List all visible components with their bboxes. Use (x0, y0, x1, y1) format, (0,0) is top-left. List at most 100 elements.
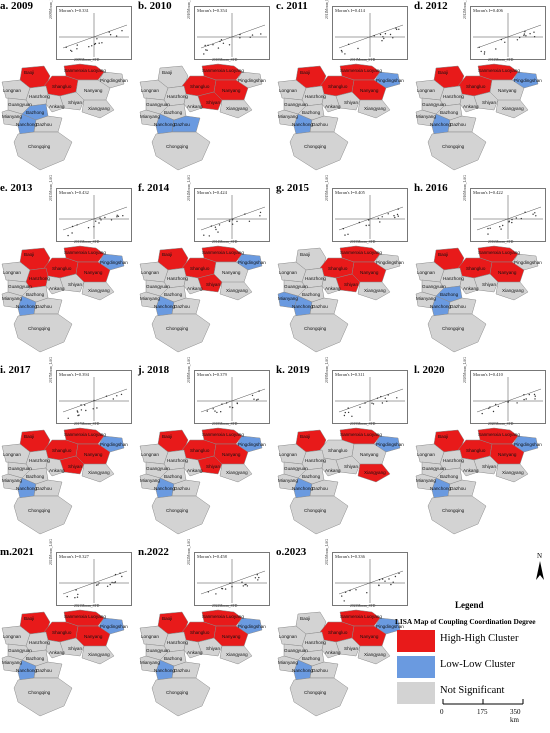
scatter-point (76, 44, 78, 46)
region-label: Nanyang (360, 452, 379, 457)
scatter-point (231, 219, 234, 221)
region-label: Bazhong (164, 110, 183, 115)
region-label: Sanmenxia Luoyang (340, 614, 382, 619)
region-label: Bazhong (26, 292, 45, 297)
region-pingdingshan (373, 253, 401, 271)
region-shiyan (59, 91, 85, 111)
regression-line (476, 24, 542, 49)
region-label: Guangyuan (8, 466, 32, 471)
region-label: Mianyang (278, 660, 298, 665)
region-label: Longnan (3, 634, 21, 639)
region-label: Guangyuan (146, 648, 170, 653)
region-label: Hanzhong (29, 94, 50, 99)
region-label: Hanzhong (167, 94, 188, 99)
lisa-panel-2016: h. 2016 Moran's I=0.422 2016Moran_LAG 2016M… (414, 175, 550, 364)
region-label: Dazhou (36, 668, 52, 673)
legend-item-not-significant: Not Significant (395, 682, 545, 706)
legend-label: High-High Cluster (440, 633, 519, 644)
regression-line (200, 206, 266, 231)
scatter-point (220, 39, 223, 41)
moran-scatterplot: Moran's I=0.406 2012Moran_LAG (463, 0, 546, 60)
scatter-point (359, 406, 361, 408)
region-label: Xiangyang (88, 470, 110, 475)
region-xiangyang (81, 281, 115, 301)
region-label: Ankang (325, 104, 341, 109)
scatter-point (489, 227, 491, 229)
scatter-x-label: 2022Moran_STD (212, 604, 238, 608)
region-label: Pingdingshan (376, 260, 404, 265)
region-label: Shiyan (344, 100, 358, 105)
scatter-point (217, 47, 220, 49)
scatter-point (397, 215, 399, 217)
scatter-point (519, 36, 521, 39)
morans-i-value: Moran's I=0.327 (59, 554, 89, 559)
scatter-plot-area (59, 195, 129, 239)
region-label: Bazhong (164, 292, 183, 297)
region-shiyan (197, 455, 223, 475)
region-label: Chongqing (304, 144, 327, 149)
region-dazhou (171, 297, 201, 315)
scatter-point (394, 575, 397, 578)
regression-line (338, 570, 404, 595)
morans-i-value: Moran's I=0.354 (197, 8, 227, 13)
region-label: Guangyuan (422, 102, 446, 107)
scatter-plot-area (335, 195, 405, 239)
scatter-point (257, 398, 259, 400)
regression-line (338, 24, 404, 49)
scatter-point (229, 406, 231, 408)
region-xiangyang (219, 463, 253, 483)
scatter-point (104, 216, 106, 219)
region-label: Dazhou (174, 304, 190, 309)
legend-swatch-not-significant (397, 682, 435, 704)
morans-i-value: Moran's I=0.406 (473, 8, 503, 13)
scatter-point (384, 397, 386, 399)
region-label: Hanzhong (305, 276, 326, 281)
lisa-map: Baoji Sanmenxia Luoyang Pingdingshan Shangl… (1, 427, 128, 535)
scatter-x-label: 2019Moran_STD (350, 422, 376, 426)
region-chongqing (13, 495, 73, 535)
scatter-point (379, 33, 382, 36)
region-dazhou (309, 115, 339, 133)
lisa-panel-2018: j. 2018 Moran's I=0.379 2018Moran_LAG 2018M… (138, 357, 274, 546)
region-label: Mianyang (278, 478, 298, 483)
scatter-point (245, 583, 247, 586)
lisa-map: Baoji Sanmenxia Luoyang Pingdingshan Shangl… (415, 427, 542, 535)
moran-scatterplot: Moran's I=0.354 2010Moran_LAG (187, 0, 270, 60)
region-label: Chongqing (442, 326, 465, 331)
region-label: Baoji (300, 434, 310, 439)
region-label: Mianyang (2, 296, 22, 301)
scatter-point (387, 213, 389, 215)
region-label: Pingdingshan (514, 442, 542, 447)
lisa-map: Baoji Sanmenxia Luoyang Pingdingshan Shangl… (277, 245, 404, 353)
scatter-point (344, 234, 346, 236)
scatter-point (212, 44, 214, 46)
region-label: Shangluo (328, 630, 348, 635)
region-label: Nanyang (498, 88, 517, 93)
region-label: Sanmenxia Luoyang (478, 432, 520, 437)
region-shiyan (335, 637, 361, 657)
region-dazhou (33, 661, 63, 679)
regression-line (62, 206, 128, 231)
scatter-plot-area (59, 559, 129, 603)
scatter-point (70, 49, 72, 52)
scatter-point (228, 44, 231, 46)
scatter-point (203, 234, 205, 236)
scatter-plot-area (197, 559, 267, 603)
scatter-point (206, 410, 208, 412)
lisa-panel-2012: d. 2012 Moran's I=0.406 2012Moran_LAG 2012M… (414, 0, 550, 182)
scatter-point (398, 572, 400, 575)
scatter-point (254, 577, 257, 579)
scatter-point (67, 417, 69, 419)
panel-label: c. 2011 (276, 0, 308, 12)
region-shiyan (59, 637, 85, 657)
region-shiyan (59, 455, 85, 475)
morans-i-value: Moran's I=0.424 (197, 190, 227, 195)
region-label: Nanyang (498, 270, 517, 275)
region-label: Bazhong (440, 292, 459, 297)
panel-label: n.2022 (138, 546, 169, 558)
scatter-point (534, 398, 536, 400)
region-label: Baoji (24, 252, 34, 257)
scatter-point (75, 589, 77, 591)
region-label: Sanmenxia Luoyang (64, 432, 106, 437)
scatter-point (481, 412, 483, 415)
